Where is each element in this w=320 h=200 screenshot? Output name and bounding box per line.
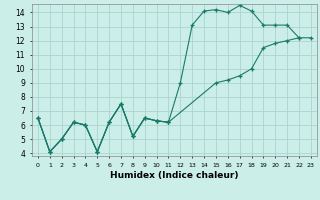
X-axis label: Humidex (Indice chaleur): Humidex (Indice chaleur) — [110, 171, 239, 180]
